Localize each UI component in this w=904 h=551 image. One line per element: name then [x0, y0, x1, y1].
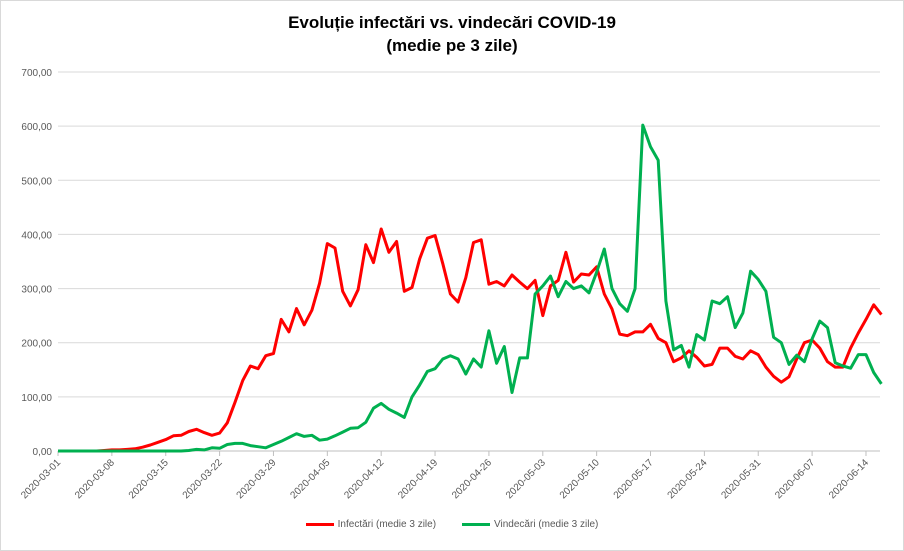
x-tick-label: 2020-03-22 [181, 457, 225, 501]
chart-subtitle: (medie pe 3 zile) [386, 36, 518, 55]
x-tick-label: 2020-05-03 [504, 457, 548, 501]
y-tick-label: 600,00 [21, 122, 52, 133]
chart-title: Evoluție infectări vs. vindecări COVID-1… [288, 13, 616, 32]
x-tick-label: 2020-05-31 [719, 457, 763, 501]
x-tick-label: 2020-06-14 [827, 457, 871, 501]
x-tick-label: 2020-04-19 [396, 457, 440, 501]
legend-item-infectari: Infectări (medie 3 zile) [305, 519, 437, 530]
x-tick-label: 2020-06-07 [773, 457, 817, 501]
legend-swatch-infectari [305, 523, 334, 526]
y-tick-label: 700,00 [21, 68, 52, 79]
series-line-infectari [58, 227, 883, 453]
x-tick-label: 2020-03-15 [127, 457, 171, 501]
legend-swatch-vindecari [462, 523, 491, 526]
y-tick-label: 500,00 [21, 176, 52, 187]
legend: Infectări (medie 3 zile) Vindecări (medi… [0, 519, 904, 530]
x-tick-label: 2020-05-10 [558, 457, 602, 501]
y-tick-label: 200,00 [21, 339, 52, 350]
x-tick-label: 2020-04-05 [288, 457, 332, 501]
y-tick-label: 400,00 [21, 230, 52, 241]
x-tick-label: 2020-05-24 [666, 457, 710, 501]
y-tick-label: 100,00 [21, 393, 52, 404]
x-tick-label: 2020-05-17 [612, 457, 656, 501]
legend-label-infectari: Infectări (medie 3 zile) [337, 519, 437, 530]
x-tick-label: 2020-04-12 [342, 457, 386, 501]
x-tick-label: 2020-04-26 [450, 457, 494, 501]
legend-label-vindecari: Vindecări (medie 3 zile) [494, 519, 599, 530]
legend-item-vindecari: Vindecări (medie 3 zile) [462, 519, 598, 530]
series-line-vindecari [58, 123, 883, 453]
y-tick-label: 300,00 [21, 285, 52, 296]
x-tick-label: 2020-03-01 [19, 457, 63, 501]
y-tick-label: 0,00 [33, 447, 53, 458]
x-tick-label: 2020-03-08 [73, 457, 117, 501]
x-tick-label: 2020-03-29 [235, 457, 279, 501]
